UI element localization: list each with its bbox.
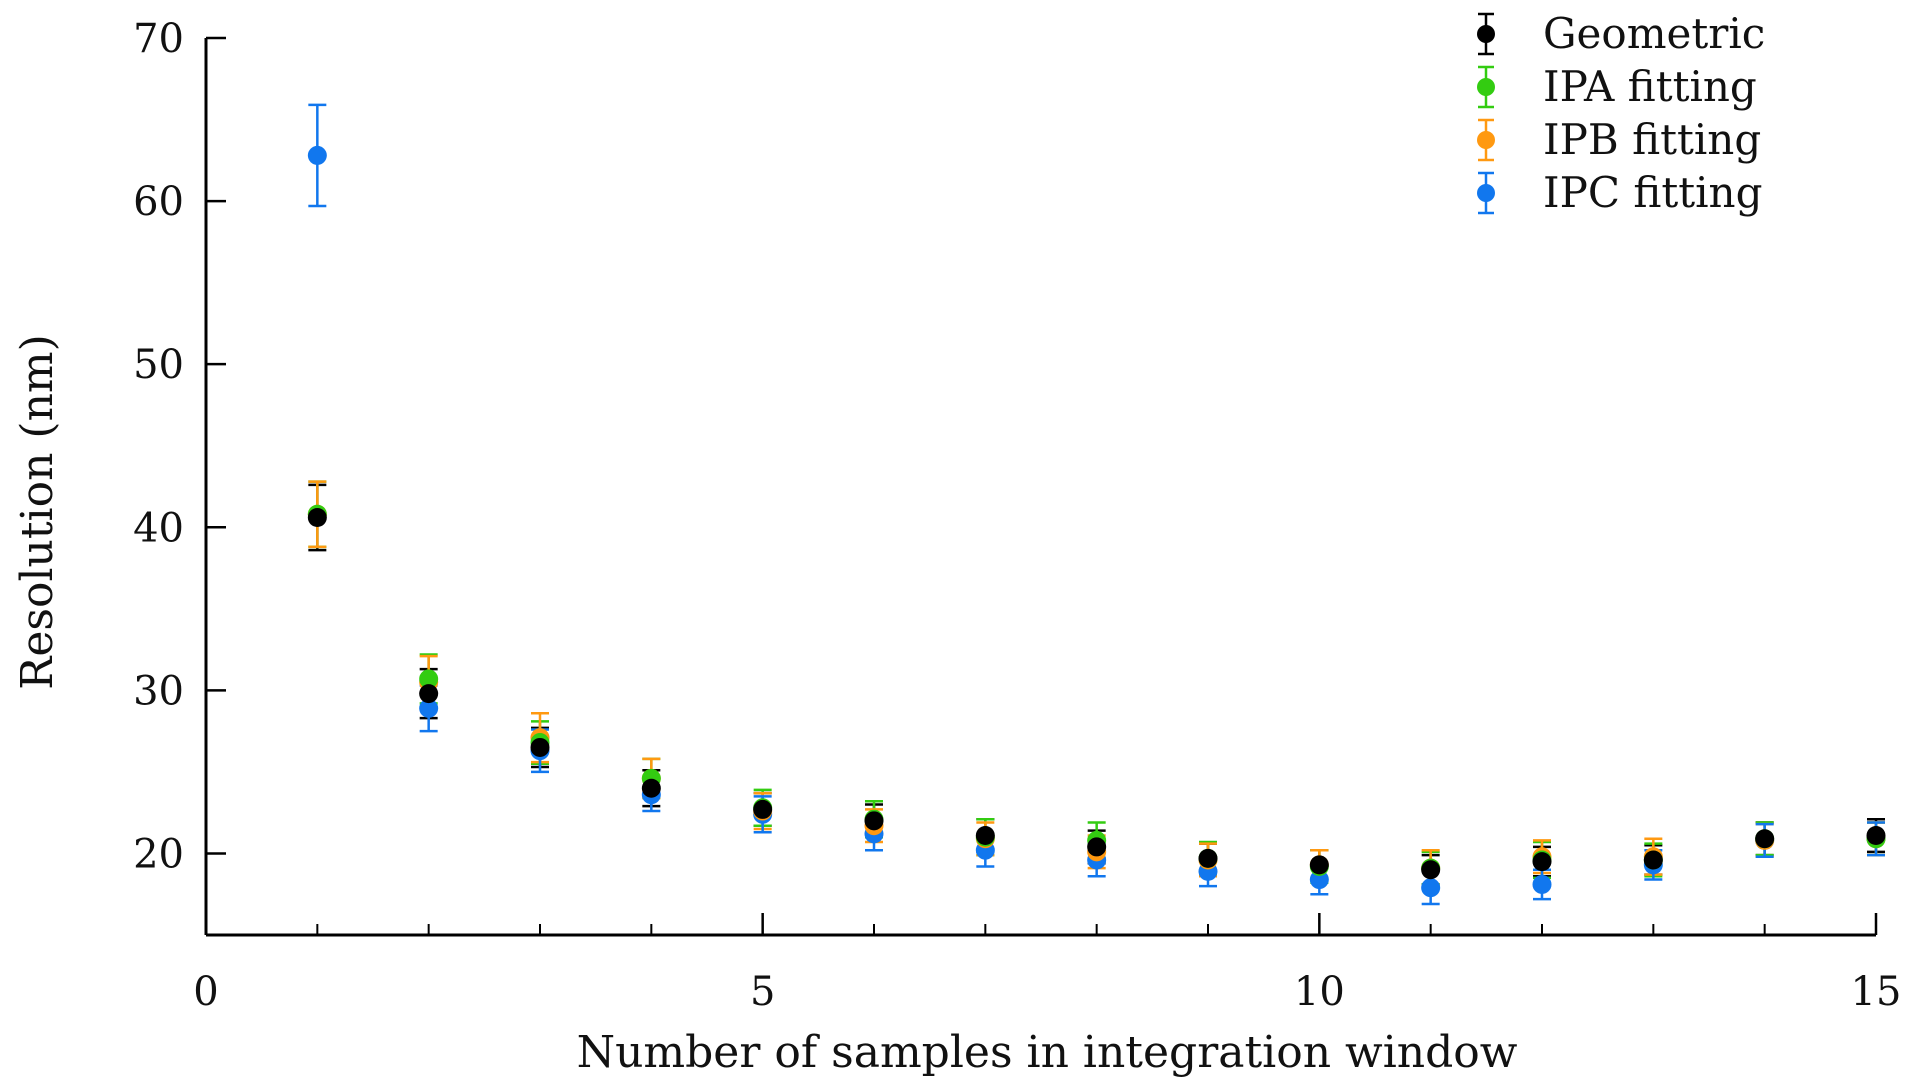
legend-marker — [1477, 25, 1495, 43]
y-axis-title: Resolution (nm) — [12, 334, 63, 690]
data-point — [753, 799, 773, 819]
data-point — [864, 811, 884, 831]
y-tick-label: 60 — [133, 179, 184, 225]
y-tick-label: 70 — [133, 16, 184, 62]
data-point — [1532, 874, 1552, 894]
data-point — [419, 684, 439, 704]
data-point — [419, 698, 439, 718]
x-tick-label: 10 — [1294, 969, 1345, 1015]
data-point — [1421, 878, 1441, 898]
data-point — [1198, 848, 1218, 868]
data-point — [307, 145, 327, 165]
legend-item: IPB fitting — [1477, 115, 1761, 164]
y-tick-label: 30 — [133, 668, 184, 714]
legend-marker — [1477, 184, 1495, 202]
axes: 20 30 40 50 60 70 0 5 10 15 — [133, 16, 1901, 1015]
legend-label: IPC fitting — [1543, 168, 1762, 217]
x-tick-label: 5 — [750, 969, 775, 1015]
legend-item: IPA fitting — [1477, 62, 1757, 111]
data-point — [1309, 870, 1329, 890]
data-point — [1532, 852, 1552, 872]
data-point — [419, 669, 439, 689]
plot-marks — [307, 103, 1886, 906]
y-tick-label: 50 — [133, 342, 184, 388]
legend-label: IPB fitting — [1543, 115, 1761, 164]
points-ipc-fitting — [307, 145, 1886, 898]
data-point — [1755, 829, 1775, 849]
legend-label: IPA fitting — [1543, 62, 1757, 111]
data-point — [641, 778, 661, 798]
points-geometric — [307, 507, 1886, 880]
series-ipa-fitting — [308, 480, 1885, 886]
data-point — [1643, 850, 1663, 870]
data-point — [530, 737, 550, 757]
legend-item: Geometric — [1477, 9, 1765, 58]
legend-item: IPC fitting — [1477, 168, 1762, 217]
y-tick-label: 40 — [133, 505, 184, 551]
legend-label: Geometric — [1543, 9, 1765, 58]
x-tick-label: 15 — [1851, 969, 1902, 1015]
x-tick-label: 0 — [193, 969, 218, 1015]
y-tick-label: 20 — [133, 831, 184, 877]
legend-marker — [1477, 78, 1495, 96]
data-point — [1087, 837, 1107, 857]
data-point — [1866, 826, 1886, 846]
data-point — [1309, 855, 1329, 875]
legend-marker — [1477, 131, 1495, 149]
data-point — [307, 507, 327, 527]
series-ipc-fitting — [308, 103, 1885, 906]
data-point — [975, 826, 995, 846]
x-axis-title: Number of samples in integration window — [577, 1027, 1518, 1078]
data-point — [1421, 860, 1441, 880]
